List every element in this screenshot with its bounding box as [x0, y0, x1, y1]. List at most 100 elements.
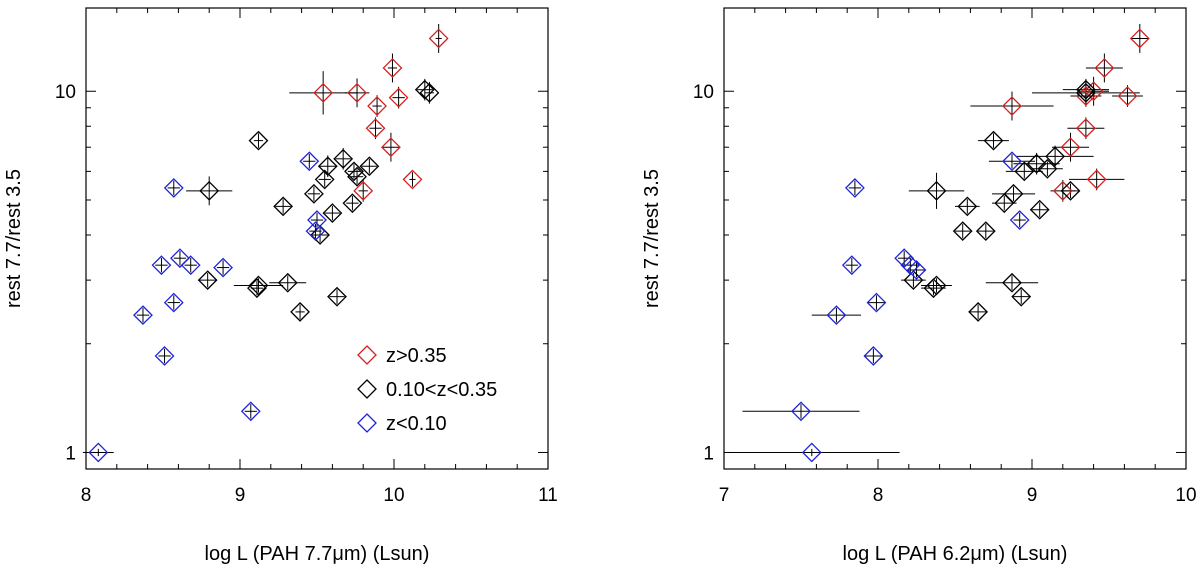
panel-right: 7 8 9 10 1 10 log L (PAH 6.2μm) (Lsun) rest 7…: [641, 7, 1197, 565]
data-point-diamond: [841, 255, 862, 276]
data-markers: [791, 28, 1150, 463]
plot-frame: [723, 7, 1187, 470]
data-point-diamond: [199, 180, 220, 201]
data-point-diamond: [1011, 286, 1032, 307]
data-point-diamond: [923, 278, 944, 299]
data-point-diamond: [1009, 210, 1030, 230]
legend-label-high-z: z>0.35: [386, 345, 447, 367]
data-point-diamond: [1060, 137, 1081, 158]
data-point-diamond: [163, 292, 184, 313]
data-point-diamond: [1045, 146, 1066, 167]
data-point-diamond: [353, 180, 374, 201]
data-point-diamond: [154, 346, 175, 366]
y-tick-label: 1: [65, 443, 76, 464]
data-point-diamond: [906, 260, 927, 280]
data-point-diamond: [290, 301, 310, 322]
legend-entry-high-z: z>0.35: [357, 345, 447, 367]
data-point-diamond: [1094, 58, 1115, 78]
data-point-diamond: [342, 193, 363, 214]
data-point-diamond: [1037, 158, 1058, 179]
axis-ticks: [723, 8, 1187, 470]
data-point-diamond: [213, 257, 233, 278]
data-point-diamond: [1052, 180, 1073, 201]
data-point-diamond: [307, 210, 327, 230]
data-point-diamond: [314, 169, 335, 190]
data-point-diamond: [844, 177, 865, 198]
data-point-diamond: [975, 221, 996, 242]
data-point-diamond: [414, 79, 435, 100]
legend-marker-high-z: [357, 345, 377, 365]
legend-marker-mid-z: [357, 379, 377, 399]
data-point-diamond: [801, 442, 822, 463]
y-axis-label: rest 7.7/rest 3.5: [641, 169, 663, 308]
legend-label-low-z: z<0.10: [386, 413, 447, 435]
data-point-diamond: [317, 156, 338, 177]
data-point-diamond: [1002, 151, 1022, 172]
x-tick-label: 8: [873, 485, 884, 506]
data-point-diamond: [826, 305, 847, 326]
data-point-diamond: [1075, 82, 1096, 103]
data-point-diamond: [388, 87, 409, 108]
data-point-diamond: [305, 221, 326, 242]
data-point-diamond: [1086, 169, 1107, 190]
data-point-diamond: [1075, 118, 1096, 139]
x-axis-label: log L (PAH 7.7μm) (Lsun): [205, 543, 430, 565]
data-point-diamond: [994, 193, 1015, 214]
legend-label-mid-z: 0.10<z<0.35: [386, 379, 497, 401]
tick-labels: 7 8 9 10 1 10: [693, 82, 1197, 506]
data-point-diamond: [952, 221, 973, 242]
data-point-diamond: [1075, 79, 1096, 100]
data-point-diamond: [419, 82, 440, 103]
legend-entry-low-z: z<0.10: [357, 413, 447, 435]
data-point-diamond: [900, 255, 921, 276]
data-point-diamond: [163, 177, 184, 198]
y-tick-label: 10: [693, 82, 714, 103]
data-point-diamond: [1002, 96, 1022, 116]
data-point-diamond: [903, 270, 924, 291]
data-point-diamond: [791, 401, 811, 422]
x-tick-label: 9: [235, 485, 246, 506]
data-point-diamond: [327, 286, 347, 307]
data-point-diamond: [1014, 161, 1035, 182]
x-tick-label: 10: [1175, 485, 1196, 506]
data-point-diamond: [88, 442, 109, 463]
data-point-diamond: [133, 305, 153, 326]
x-tick-label: 9: [1027, 485, 1038, 506]
data-point-diamond: [863, 346, 884, 366]
data-point-diamond: [277, 272, 298, 293]
data-point-diamond: [313, 82, 334, 103]
legend: z>0.35 0.10<z<0.35 z<0.10: [357, 345, 497, 435]
legend-marker-low-z: [357, 413, 377, 433]
data-point-diamond: [299, 151, 320, 172]
y-axis-label: rest 7.7/rest 3.5: [3, 169, 25, 308]
y-tick-label: 1: [703, 443, 714, 464]
data-point-diamond: [1117, 86, 1138, 106]
data-point-diamond: [347, 82, 367, 103]
x-tick-label: 7: [719, 485, 730, 506]
x-tick-label: 8: [81, 485, 92, 506]
data-point-diamond: [968, 301, 989, 322]
data-markers: [88, 28, 449, 463]
data-point-diamond: [344, 161, 364, 182]
data-point-diamond: [170, 248, 190, 269]
data-point-diamond: [1029, 199, 1050, 220]
x-tick-label: 10: [383, 485, 404, 506]
legend-entry-mid-z: 0.10<z<0.35: [357, 379, 497, 401]
data-point-diamond: [1002, 272, 1022, 293]
y-tick-label: 10: [55, 82, 76, 103]
data-point-diamond: [310, 225, 330, 245]
data-point-diamond: [1026, 153, 1047, 174]
error-bars: [82, 24, 442, 457]
error-bars: [724, 24, 1150, 457]
data-point-diamond: [365, 118, 386, 139]
data-point-diamond: [359, 156, 380, 177]
data-point-diamond: [197, 270, 218, 291]
data-point-diamond: [428, 28, 449, 49]
data-point-diamond: [248, 275, 269, 296]
x-axis-label: log L (PAH 6.2μm) (Lsun): [843, 543, 1068, 565]
data-point-diamond: [382, 58, 403, 78]
data-point-diamond: [247, 278, 267, 299]
